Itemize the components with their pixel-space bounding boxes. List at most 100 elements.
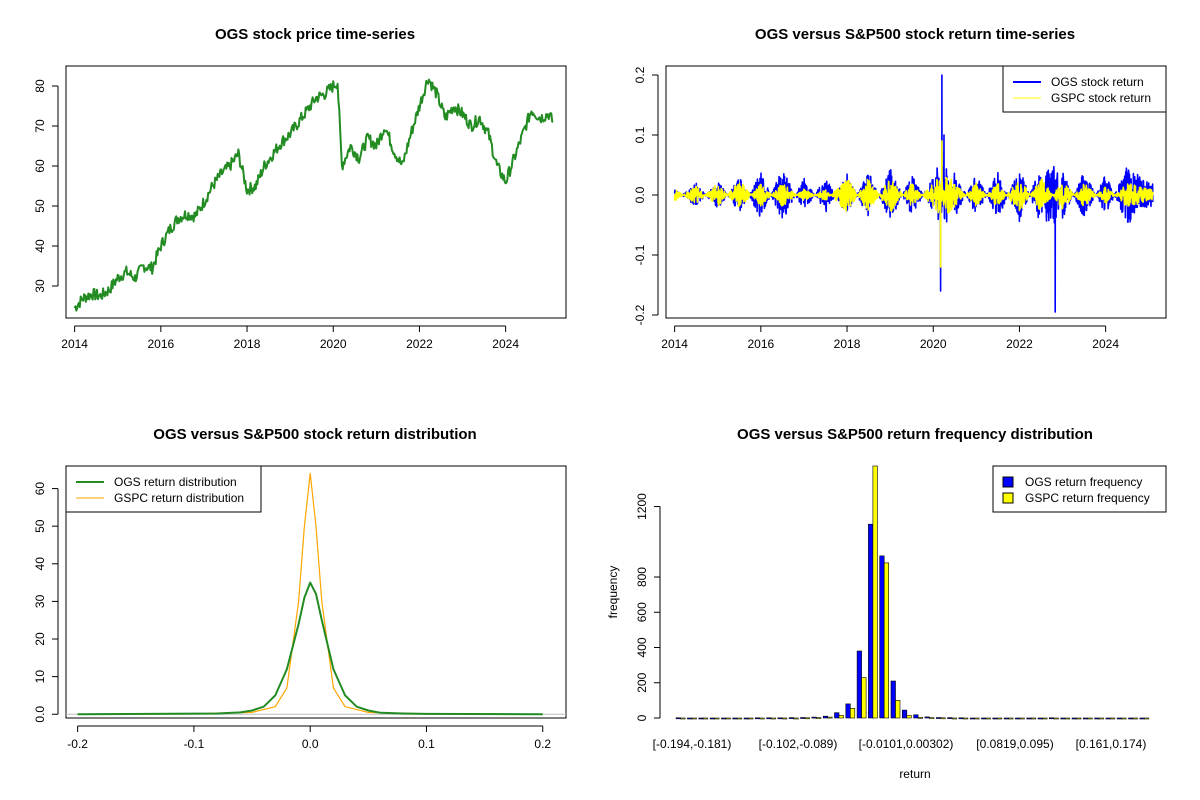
ogs-bar bbox=[743, 717, 749, 720]
y-tick-label: 60 bbox=[33, 482, 47, 496]
plot-frame-0 bbox=[65, 65, 567, 319]
plot-frame-2 bbox=[65, 465, 567, 719]
ogs-bar bbox=[913, 714, 919, 719]
price-line bbox=[73, 78, 554, 312]
gspc-bar bbox=[816, 717, 822, 719]
gspc-return-line bbox=[673, 140, 1154, 268]
y-tick-label: 10 bbox=[33, 670, 47, 684]
x-tick-label: 2022 bbox=[406, 337, 433, 351]
x-tick-label: 2016 bbox=[747, 337, 774, 351]
ogs-bar bbox=[935, 717, 942, 719]
gspc-bar bbox=[1098, 717, 1104, 720]
ogs-bar bbox=[822, 715, 829, 719]
gspc-bar bbox=[1019, 717, 1025, 720]
ogs-bar bbox=[1071, 717, 1077, 720]
x-tick-label: 2020 bbox=[920, 337, 947, 351]
ogs-bar bbox=[1003, 717, 1009, 720]
y-tick-label: 20 bbox=[33, 632, 47, 646]
plot-frame-1 bbox=[665, 65, 1167, 319]
x-tick-label: 2022 bbox=[1006, 337, 1033, 351]
gspc-bar bbox=[702, 717, 709, 720]
gspc-bar bbox=[759, 717, 765, 720]
ogs-bar bbox=[879, 555, 885, 719]
y-tick-label: 1200 bbox=[635, 493, 649, 520]
ogs-bar bbox=[721, 717, 727, 720]
x-tick-label: 2020 bbox=[320, 337, 347, 351]
legend-box-3 bbox=[992, 465, 1167, 513]
y-tick-label: 30 bbox=[33, 279, 47, 293]
gspc-bar bbox=[1031, 717, 1037, 720]
y-tick-label: 50 bbox=[33, 519, 47, 533]
x-tick-label: -0.1 bbox=[184, 737, 205, 751]
y-tick-label: -0.1 bbox=[633, 244, 647, 265]
gspc-bar bbox=[1053, 717, 1059, 720]
gspc-bar bbox=[1076, 717, 1082, 720]
gspc-bar bbox=[827, 716, 833, 719]
ogs-bar bbox=[969, 717, 976, 720]
x-tick-label: 2018 bbox=[834, 337, 861, 351]
ogs-density-line bbox=[77, 581, 543, 716]
y-tick-label: 400 bbox=[635, 637, 649, 657]
y-tick-label: 600 bbox=[635, 602, 649, 622]
gspc-bar bbox=[804, 717, 810, 720]
legend-box-2 bbox=[65, 465, 262, 513]
legend-entry: GSPC return frequency bbox=[1025, 491, 1150, 505]
y-tick-label: 80 bbox=[33, 79, 47, 93]
ogs-bar bbox=[981, 717, 987, 720]
ogs-bar bbox=[924, 716, 930, 719]
x-tick-label: 2024 bbox=[492, 337, 519, 351]
ogs-bar bbox=[1037, 717, 1043, 720]
ogs-bar bbox=[890, 680, 896, 719]
ogs-bar bbox=[1049, 717, 1055, 720]
gspc-bar bbox=[793, 717, 799, 720]
y-tick-label: 0.0 bbox=[633, 186, 647, 203]
gspc-bar bbox=[736, 717, 743, 720]
gspc-bar bbox=[996, 717, 1003, 720]
ogs-bar bbox=[1105, 717, 1111, 720]
ogs-bar bbox=[766, 717, 772, 720]
y-tick-label: 50 bbox=[33, 199, 47, 213]
ogs-bar bbox=[1139, 717, 1145, 720]
x-tick-label: 2024 bbox=[1092, 337, 1119, 351]
ogs-bar bbox=[834, 712, 840, 719]
gspc-bar bbox=[691, 717, 697, 720]
x-tick-label: [0.0819,0.095) bbox=[976, 737, 1053, 751]
gspc-bar bbox=[917, 716, 924, 719]
gspc-bar bbox=[1008, 717, 1014, 720]
ogs-bar bbox=[811, 716, 817, 719]
ogs-bar bbox=[1128, 717, 1134, 720]
x-tick-label: 2018 bbox=[234, 337, 261, 351]
gspc-bar bbox=[883, 562, 890, 719]
y-tick-label: 70 bbox=[33, 119, 47, 133]
legend-swatch bbox=[1002, 476, 1014, 488]
x-tick-label: -0.2 bbox=[67, 737, 88, 751]
ogs-bar bbox=[675, 717, 681, 720]
y-tick-label: 0.1 bbox=[633, 126, 647, 143]
x-tick-label: 0.0 bbox=[302, 737, 319, 751]
gspc-bar bbox=[1087, 717, 1093, 720]
ogs-bar bbox=[947, 717, 953, 719]
gspc-bar bbox=[714, 717, 720, 720]
x-axis-label: return bbox=[899, 767, 930, 781]
x-tick-label: 2016 bbox=[147, 337, 174, 351]
chart-title-1: OGS versus S&P500 stock return time-seri… bbox=[755, 26, 1075, 43]
ogs-bar bbox=[1116, 717, 1122, 720]
legend-swatch bbox=[1002, 492, 1014, 504]
x-tick-label: [-0.0101,0.00302) bbox=[859, 737, 954, 751]
ogs-bar bbox=[1026, 717, 1032, 720]
ogs-bar bbox=[901, 709, 908, 719]
gspc-bar bbox=[974, 717, 980, 720]
gspc-bar bbox=[1121, 717, 1127, 720]
gspc-bar bbox=[748, 717, 754, 720]
x-tick-label: 2014 bbox=[61, 337, 88, 351]
legend-entry: OGS return distribution bbox=[114, 475, 237, 489]
ogs-bar bbox=[1083, 717, 1089, 720]
ogs-bar bbox=[845, 703, 851, 719]
ogs-bar bbox=[698, 717, 704, 720]
y-tick-label: 0.2 bbox=[633, 66, 647, 83]
ogs-bar bbox=[709, 717, 715, 720]
gspc-bar bbox=[725, 717, 731, 720]
x-tick-label: [-0.102,-0.089) bbox=[759, 737, 838, 751]
